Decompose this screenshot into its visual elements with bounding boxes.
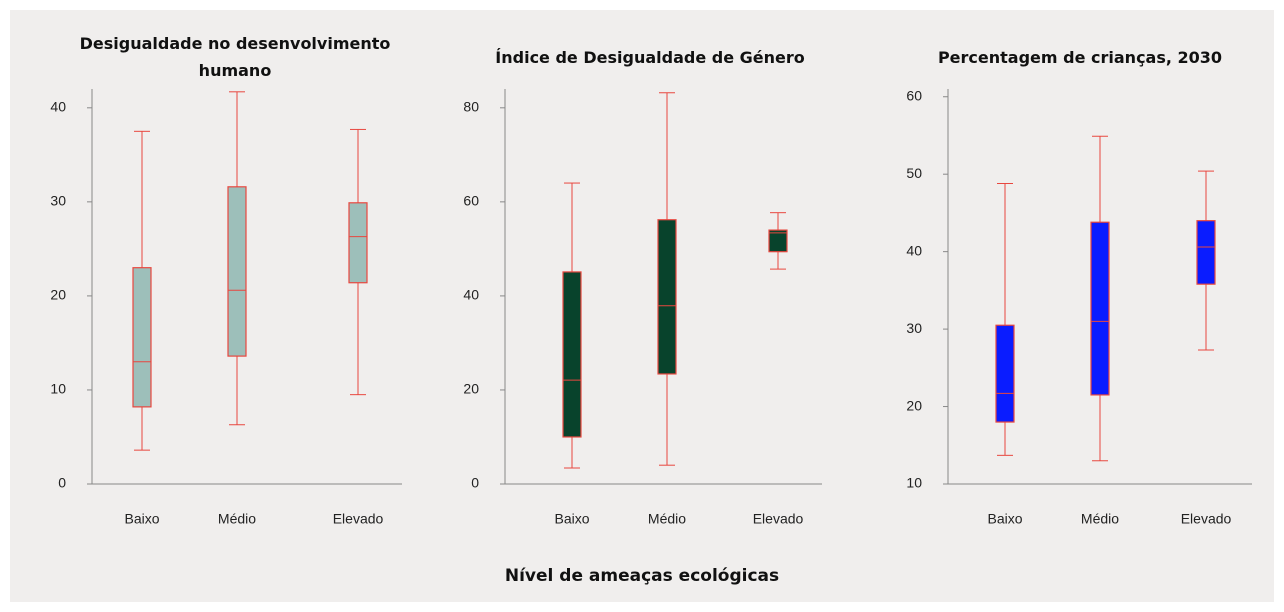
x-tick-label: Médio bbox=[648, 511, 686, 527]
y-tick-label: 20 bbox=[463, 381, 479, 397]
box bbox=[657, 219, 677, 375]
charts: 0 10 20 30 40 Baixo Médio Elevado 0 20 40 60 80 Baixo… bbox=[50, 87, 1252, 527]
y-tick-label: 30 bbox=[906, 320, 922, 336]
y-tick-label: 10 bbox=[906, 475, 922, 491]
figure: Desigualdade no desenvolvimento humano Í… bbox=[10, 10, 1274, 602]
y-tick-label: 20 bbox=[50, 287, 66, 303]
box bbox=[995, 324, 1015, 423]
x-tick-label: Elevado bbox=[753, 511, 804, 527]
y-tick-label: 50 bbox=[906, 165, 922, 181]
y-tick-label: 20 bbox=[906, 397, 922, 413]
y-tick-label: 10 bbox=[50, 381, 66, 397]
x-tick-label: Elevado bbox=[333, 511, 384, 527]
chart-title: Índice de Desigualdade de Género bbox=[495, 48, 805, 67]
y-tick-label: 40 bbox=[906, 242, 922, 258]
x-tick-label: Elevado bbox=[1181, 511, 1232, 527]
y-tick-label: 60 bbox=[906, 87, 922, 103]
box bbox=[768, 229, 788, 253]
chart-title: Desigualdade no desenvolvimento humano bbox=[79, 34, 391, 80]
y-tick-label: 30 bbox=[50, 193, 66, 209]
x-tick-label: Baixo bbox=[124, 511, 159, 527]
x-tick-label: Médio bbox=[218, 511, 256, 527]
x-axis-label: Nível de ameaças ecológicas bbox=[504, 566, 780, 586]
box bbox=[132, 267, 152, 408]
box bbox=[1196, 220, 1216, 285]
y-tick-label: 40 bbox=[463, 287, 479, 303]
box bbox=[227, 186, 247, 357]
chart-title: Percentagem de crianças, 2030 bbox=[937, 48, 1223, 67]
x-tick-label: Baixo bbox=[987, 511, 1022, 527]
y-tick-label: 80 bbox=[463, 99, 479, 115]
x-tick-label: Baixo bbox=[554, 511, 589, 527]
y-tick-label: 60 bbox=[463, 193, 479, 209]
y-tick-label: 40 bbox=[50, 99, 66, 115]
box bbox=[1090, 221, 1110, 396]
y-tick-label: 0 bbox=[471, 475, 479, 491]
box bbox=[348, 202, 368, 284]
x-tick-label: Médio bbox=[1081, 511, 1119, 527]
box bbox=[562, 271, 582, 438]
y-tick-label: 0 bbox=[58, 475, 66, 491]
